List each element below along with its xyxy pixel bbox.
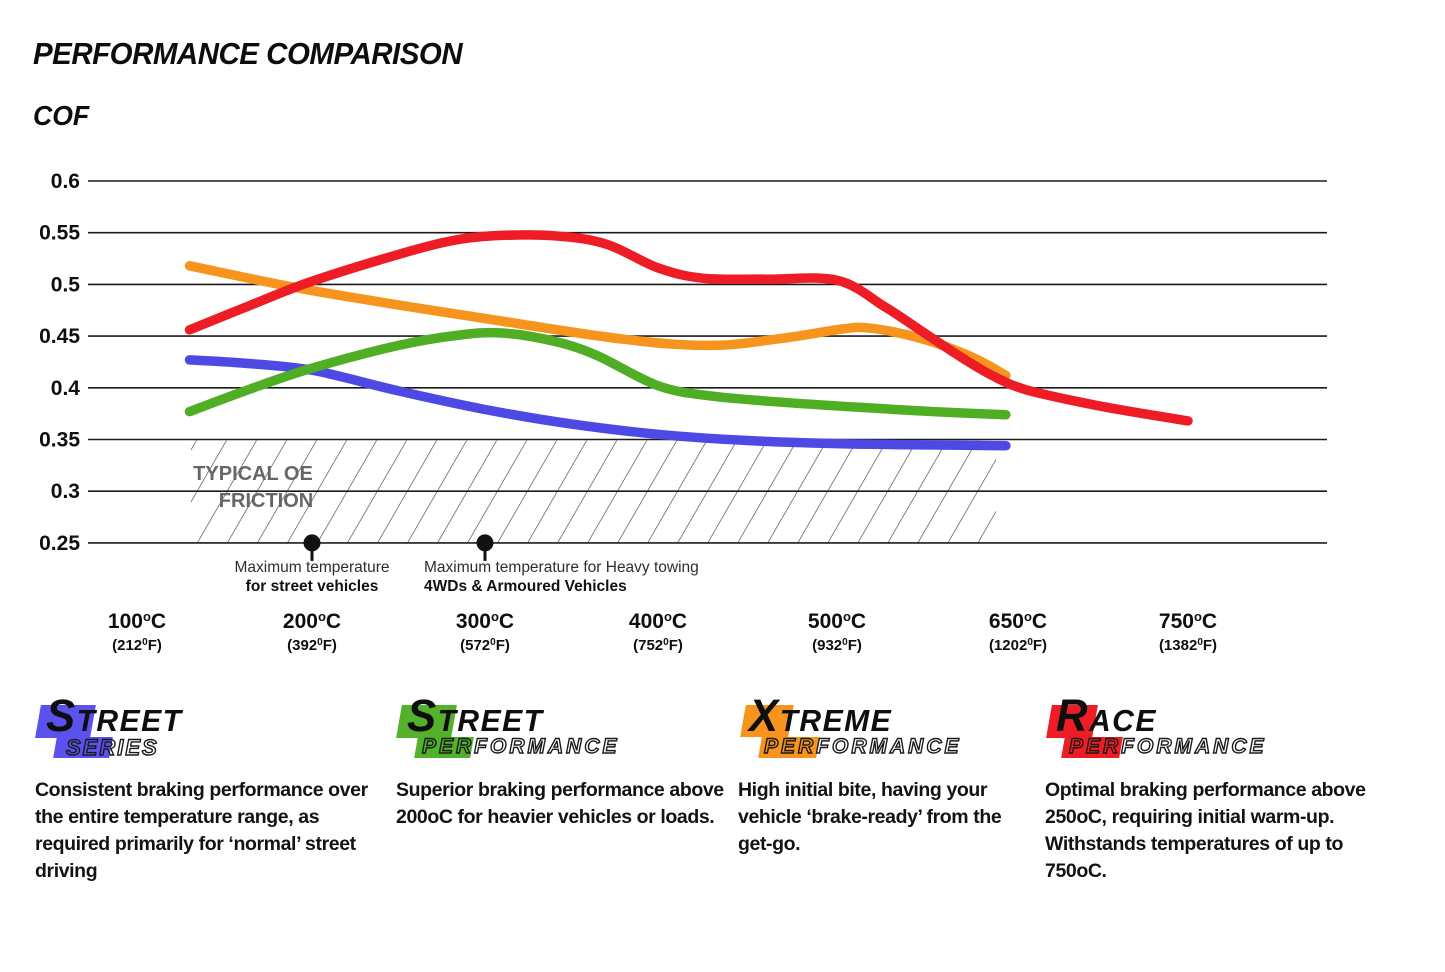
series-line-street-performance bbox=[184, 327, 1011, 420]
street-performance-logo: STREET PERFORMANCE bbox=[396, 693, 726, 767]
y-tick-label: 0.5 bbox=[51, 273, 81, 296]
page-title: PERFORMANCE COMPARISON bbox=[33, 36, 463, 71]
marker-label-line2: for street vehicles bbox=[246, 578, 379, 595]
street-series-logo: STREET SERIES bbox=[35, 693, 380, 767]
x-axis-label-celsius: 200oC bbox=[283, 609, 341, 633]
y-axis-title: COF bbox=[33, 100, 90, 131]
marker-dot bbox=[303, 534, 321, 552]
marker-label-line2: 4WDs & Armoured Vehicles bbox=[424, 578, 627, 595]
logo-word2: SERIES bbox=[65, 734, 159, 760]
performance-comparison-chart: TYPICAL OEFRICTION0.60.550.50.450.40.350… bbox=[39, 170, 1327, 654]
x-axis-label-fahrenheit: (9320F) bbox=[812, 637, 862, 654]
logo-word2: PERFORMANCE bbox=[421, 734, 620, 758]
logo-word1-first-letter: X bbox=[749, 690, 780, 741]
logo-word1: XTREME bbox=[749, 693, 892, 744]
x-axis-label-celsius: 100oC bbox=[108, 609, 166, 633]
legend-description: Optimal braking performance above 250oC,… bbox=[1045, 779, 1366, 882]
legend-item-xtreme-performance: XTREME PERFORMANCE High initial bite, ha… bbox=[738, 693, 1023, 858]
x-axis-label-fahrenheit: (7520F) bbox=[633, 637, 683, 654]
y-tick-label: 0.55 bbox=[39, 222, 80, 245]
y-tick-label: 0.6 bbox=[51, 170, 80, 193]
oe-zone-label-line2: FRICTION bbox=[219, 490, 313, 512]
x-axis-label-celsius: 650oC bbox=[989, 609, 1047, 633]
legend-item-street-series: STREET SERIES Consistent braking perform… bbox=[35, 693, 380, 885]
marker-label-line1: Maximum temperature bbox=[234, 559, 389, 576]
logo-word2: PERFORMANCE bbox=[763, 734, 962, 758]
x-axis-label-celsius: 750oC bbox=[1159, 609, 1217, 633]
x-axis-label-celsius: 500oC bbox=[808, 609, 866, 633]
x-axis-label-fahrenheit: (13820F) bbox=[1159, 637, 1217, 654]
logo-word1-first-letter: S bbox=[46, 690, 77, 741]
logo-word2: PERFORMANCE bbox=[1068, 734, 1267, 758]
legend-item-race-performance: RACE PERFORMANCE Optimal braking perform… bbox=[1045, 693, 1375, 885]
logo-word1: RACE bbox=[1056, 693, 1157, 744]
x-axis-label-fahrenheit: (5720F) bbox=[460, 637, 510, 654]
y-tick-label: 0.25 bbox=[39, 532, 80, 555]
series-line-race-performance bbox=[184, 230, 1193, 426]
x-axis-label-fahrenheit: (12020F) bbox=[989, 637, 1047, 654]
logo-word1-first-letter: S bbox=[407, 690, 438, 741]
race-performance-logo: RACE PERFORMANCE bbox=[1045, 693, 1375, 767]
logo-word1-rest: TREET bbox=[76, 703, 183, 738]
y-tick-label: 0.3 bbox=[51, 480, 80, 503]
legend-description: Consistent braking performance over the … bbox=[35, 779, 368, 882]
logo-word1-rest: TREET bbox=[437, 703, 544, 738]
legend-description: Superior braking performance above 200oC… bbox=[396, 779, 724, 828]
xtreme-performance-logo: XTREME PERFORMANCE bbox=[738, 693, 1023, 767]
logo-word1: STREET bbox=[46, 693, 182, 744]
y-tick-label: 0.35 bbox=[39, 429, 80, 452]
logo-word1-rest: TREME bbox=[779, 703, 893, 738]
y-tick-label: 0.45 bbox=[39, 325, 80, 348]
marker-label-line1: Maximum temperature for Heavy towing bbox=[424, 559, 699, 576]
y-tick-label: 0.4 bbox=[51, 377, 81, 400]
legend-description: High initial bite, having your vehicle ‘… bbox=[738, 779, 1002, 855]
x-axis-label-celsius: 300oC bbox=[456, 609, 514, 633]
logo-word1-rest: ACE bbox=[1088, 703, 1157, 738]
logo-word1: STREET bbox=[407, 693, 543, 744]
x-axis-label-celsius: 400oC bbox=[629, 609, 687, 633]
x-axis-label-fahrenheit: (3920F) bbox=[287, 637, 337, 654]
marker-dot bbox=[476, 534, 494, 552]
logo-word1-first-letter: R bbox=[1056, 690, 1089, 741]
x-axis-label-fahrenheit: (2120F) bbox=[112, 637, 162, 654]
legend-item-street-performance: STREET PERFORMANCE Superior braking perf… bbox=[396, 693, 726, 831]
oe-zone-label-line1: TYPICAL OE bbox=[193, 463, 313, 485]
